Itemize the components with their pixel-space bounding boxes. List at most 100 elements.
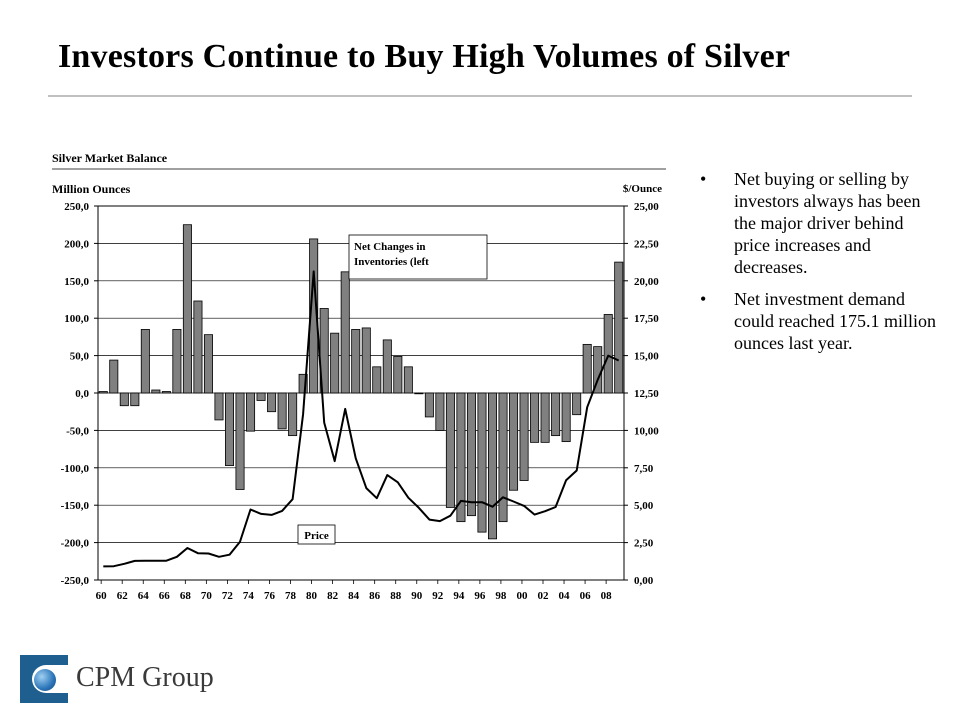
inventory-bar: [277, 392, 287, 430]
inventory-bar: [172, 329, 182, 394]
x-tick-label: 78: [285, 590, 297, 602]
inventory-bar: [182, 224, 192, 394]
inventory-bar: [498, 392, 508, 523]
inventory-bar: [224, 392, 235, 466]
x-tick-label: 08: [601, 590, 613, 602]
page-title: Investors Continue to Buy High Volumes o…: [58, 38, 791, 75]
x-tick-label: 70: [201, 590, 213, 602]
x-tick-label: 04: [559, 590, 571, 602]
x-tick-label: 86: [369, 590, 381, 602]
axes: [94, 205, 628, 584]
inventory-bar: [530, 392, 540, 443]
right-tick-label: 22,50: [634, 238, 659, 250]
inventory-bar: [403, 366, 413, 394]
inventory-bar: [435, 392, 445, 431]
right-tick-label: 2,50: [634, 538, 654, 550]
inventory-bar: [393, 355, 403, 394]
annotations: Net Changes in Inventories (left Price: [297, 234, 488, 545]
x-tick-label: 74: [243, 590, 255, 602]
inventory-bar: [246, 392, 256, 432]
left-axis-label: Million Ounces: [52, 182, 131, 196]
inventory-bar: [582, 343, 592, 394]
x-tick-label: 92: [432, 590, 444, 602]
cpm-globe-logo-icon: [20, 655, 68, 703]
bullet-item: • Net investment demand could reached 175…: [700, 288, 940, 354]
inventory-bar: [298, 373, 308, 394]
inventory-bar: [561, 392, 571, 443]
x-tick-label: 98: [495, 590, 507, 602]
right-tick-label: 5,00: [634, 500, 654, 512]
inventory-bar: [487, 392, 498, 540]
right-tick-label: 12,50: [634, 388, 659, 400]
price-annotation-text: Price: [304, 530, 329, 542]
inventory-bar: [603, 314, 613, 394]
inventory-bar: [203, 334, 213, 394]
x-tick-label: 72: [222, 590, 234, 602]
x-tick-label: 76: [264, 590, 276, 602]
price-line: [103, 270, 620, 568]
left-tick-label: -100,0: [61, 463, 90, 475]
inventory-bar: [551, 392, 561, 437]
inventories-annotation-text: Net Changes in: [354, 241, 426, 253]
price-annotation-box: [297, 524, 336, 545]
inventory-bar: [372, 366, 382, 394]
left-tick-label: -250,0: [61, 575, 90, 587]
left-tick-label: 150,0: [64, 276, 89, 288]
left-tick-label: -50,0: [66, 425, 89, 437]
inventory-bar: [614, 261, 624, 394]
company-name: CPM Group: [76, 662, 214, 693]
inventory-bar: [151, 389, 161, 394]
right-tick-label: 0,00: [634, 575, 654, 587]
x-tick-label: 02: [537, 590, 549, 602]
inventory-bar: [98, 391, 108, 394]
inventory-bar: [161, 391, 171, 394]
inventory-bar: [256, 392, 266, 401]
left-tick-label: 100,0: [64, 313, 89, 325]
x-tick-label: 90: [411, 590, 423, 602]
inventory-bar: [509, 392, 519, 491]
inventory-bar: [288, 392, 298, 437]
right-tick-label: 17,50: [634, 313, 659, 325]
x-tick-label: 06: [580, 590, 592, 602]
inventory-bar: [351, 329, 361, 394]
inventory-bar: [445, 392, 455, 508]
x-tick-label: 64: [138, 590, 150, 602]
right-tick-label: 15,00: [634, 351, 659, 363]
left-tick-label: 50,0: [70, 351, 90, 363]
bullet-item: • Net buying or selling by investors alwa…: [700, 168, 940, 278]
inventory-bar: [109, 359, 119, 394]
inventory-bar: [330, 332, 340, 394]
inventory-bar: [414, 392, 424, 395]
right-axis-label: $/Ounce: [623, 183, 662, 195]
inventory-bar: [477, 392, 487, 533]
right-tick-label: 10,00: [634, 425, 659, 437]
x-tick-label: 66: [159, 590, 171, 602]
left-axis-ticks: 250,0 200,0 150,0 100,0 50,0 0,0 -50,0 -100,0 -1…: [61, 201, 90, 587]
inventory-bar: [361, 327, 371, 394]
x-tick-label: 62: [117, 590, 129, 602]
right-tick-label: 20,00: [634, 276, 659, 288]
inventory-bar: [340, 271, 350, 394]
x-tick-label: 96: [474, 590, 486, 602]
x-tick-label: 00: [516, 590, 528, 602]
x-tick-label: 68: [180, 590, 192, 602]
left-tick-label: 200,0: [64, 238, 89, 250]
title-divider: [48, 95, 912, 97]
inventory-bar: [140, 329, 150, 394]
x-tick-label: 60: [96, 590, 108, 602]
inventory-bar: [540, 392, 550, 443]
price-line-layer: [103, 270, 620, 568]
left-tick-label: -150,0: [61, 500, 90, 512]
inventory-bar: [214, 392, 224, 421]
inventory-bar: [235, 392, 245, 490]
x-tick-label: 82: [327, 590, 339, 602]
left-tick-label: 0,0: [75, 388, 89, 400]
bullet-list: • Net buying or selling by investors alwa…: [700, 168, 940, 364]
x-tick-label: 94: [453, 590, 465, 602]
inventories-annotation-text: Inventories (left: [354, 256, 429, 268]
right-axis-ticks: 25,00 22,50 20,00 17,50 15,00 12,50 10,00 7,50 5…: [634, 201, 659, 587]
x-tick-label: 84: [348, 590, 360, 602]
right-tick-label: 7,50: [634, 463, 654, 475]
inventory-bar: [456, 392, 466, 523]
